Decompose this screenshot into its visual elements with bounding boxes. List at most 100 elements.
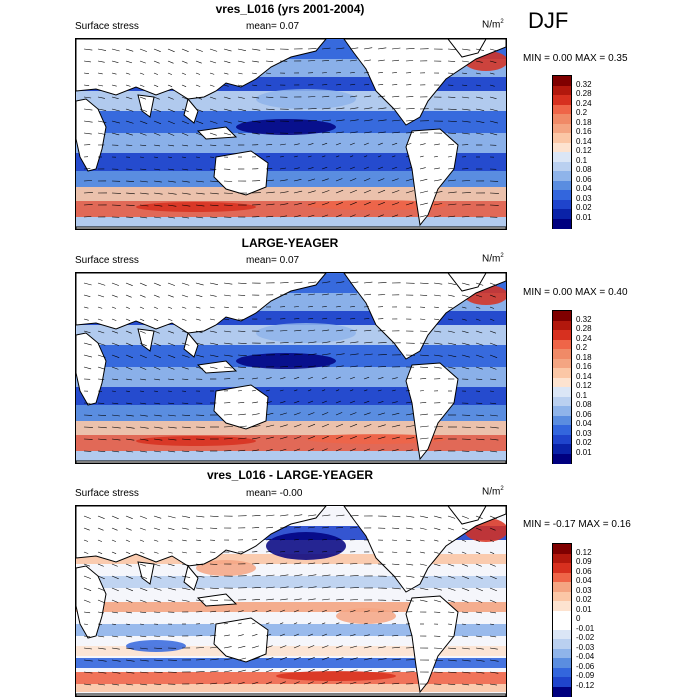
stress-vector <box>307 318 314 320</box>
stress-vector <box>447 599 455 603</box>
colorbar-tick-label: 0.01 <box>576 212 592 222</box>
stress-vector <box>139 48 148 52</box>
stress-vector <box>475 659 485 662</box>
stress-vector <box>125 132 133 136</box>
stress-vector <box>349 178 357 182</box>
stress-vector <box>223 60 231 64</box>
stress-vector <box>167 48 175 53</box>
stress-vector <box>377 178 385 182</box>
stress-vector <box>461 294 469 297</box>
stress-vector <box>181 282 190 286</box>
stress-vector <box>167 402 175 405</box>
stress-vector <box>475 96 483 99</box>
stress-vector <box>475 108 485 111</box>
stress-vector <box>139 204 149 207</box>
stress-vector <box>83 192 93 194</box>
stress-vector <box>349 318 356 320</box>
land-mass <box>183 97 199 124</box>
stress-vector <box>377 610 384 613</box>
stress-vector <box>489 671 499 674</box>
stress-vector <box>139 575 148 579</box>
colorbar-cell <box>553 76 571 86</box>
stress-vector <box>195 330 203 334</box>
stress-vector <box>237 634 244 637</box>
stress-vector <box>475 426 485 429</box>
stress-vector <box>377 366 387 368</box>
stress-vector <box>391 72 397 74</box>
stress-vector <box>419 575 429 579</box>
colorbar-tick-label: 0.08 <box>576 400 592 409</box>
stress-vector <box>251 84 258 87</box>
stress-vector <box>279 681 286 685</box>
stress-vector <box>349 622 354 625</box>
stress-vector <box>363 646 372 649</box>
stress-vector <box>489 282 498 286</box>
colorbar-cell <box>553 601 571 611</box>
stress-vector <box>377 119 387 122</box>
stress-vector <box>363 131 372 134</box>
stress-vector <box>125 623 130 625</box>
colorbar-tick-label: 0.1 <box>576 390 588 400</box>
stress-vector <box>167 144 175 147</box>
stress-vector <box>321 622 326 625</box>
stress-vector <box>97 48 107 51</box>
stress-vector <box>279 551 286 553</box>
stress-vector <box>377 214 384 218</box>
stress-vector <box>447 527 454 531</box>
stress-vector <box>391 646 400 649</box>
stress-vector <box>139 306 145 309</box>
stress-vector <box>419 437 429 440</box>
stress-vector <box>167 587 176 591</box>
stress-vector <box>419 378 427 380</box>
colorbar-cell <box>553 218 571 229</box>
stress-blob <box>256 323 356 343</box>
stress-vector <box>223 72 229 75</box>
stress-vector <box>293 293 302 296</box>
stress-vector <box>321 423 330 428</box>
stress-vector <box>293 424 302 428</box>
stress-vector <box>223 282 233 285</box>
stress-vector <box>461 306 467 309</box>
stress-vector <box>237 657 247 661</box>
stress-vector <box>433 438 443 440</box>
stress-vector <box>209 354 219 357</box>
stress-vector <box>349 201 357 206</box>
stress-vector <box>489 60 497 63</box>
land-mass <box>447 506 487 525</box>
stress-vector <box>433 659 443 661</box>
stress-vector <box>489 515 497 520</box>
stress-vector <box>139 659 149 662</box>
stress-vector <box>321 293 329 296</box>
colorbar-tick-label: 0.16 <box>576 362 592 371</box>
stress-vector <box>307 645 315 649</box>
stress-vector <box>433 671 443 673</box>
colorbar-cell <box>553 320 571 331</box>
stress-vector <box>139 671 149 674</box>
stress-vector <box>209 670 219 673</box>
stress-vector <box>97 623 102 625</box>
stress-vector <box>195 144 203 147</box>
stress-vector <box>139 96 147 100</box>
stress-vector <box>279 143 286 146</box>
stress-blob <box>136 202 256 212</box>
stress-vector <box>293 400 300 404</box>
stress-vector <box>83 318 89 321</box>
stress-vector <box>419 294 428 296</box>
colorbar-cell <box>553 677 571 687</box>
stress-vector <box>195 168 203 171</box>
stress-vector <box>125 426 135 429</box>
stress-vector <box>181 527 189 530</box>
stress-vector <box>321 281 331 284</box>
stress-vector <box>349 681 357 685</box>
stress-vector <box>279 191 289 194</box>
stress-vector <box>475 438 485 441</box>
stress-vector <box>97 354 106 358</box>
stress-vector <box>405 155 410 158</box>
stress-vector <box>125 108 134 112</box>
stress-vector <box>83 84 90 86</box>
stress-vector <box>167 599 176 603</box>
stress-vector <box>293 376 300 380</box>
stress-vector <box>363 142 369 146</box>
stress-vector <box>447 515 456 519</box>
stress-vector <box>181 599 190 602</box>
